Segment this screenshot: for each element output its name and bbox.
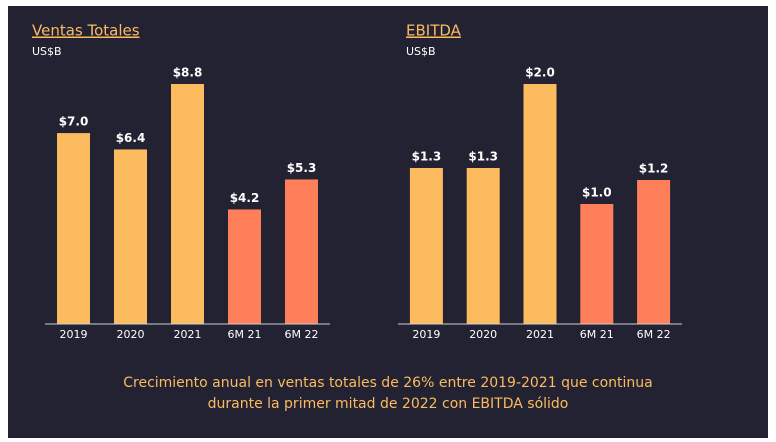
bar [285,179,318,324]
bar [409,168,443,324]
bar [523,84,557,324]
x-tick-label: 6M 22 [637,328,671,341]
value-label: $1.3 [468,150,498,164]
bar [57,133,90,324]
x-tick-label: 2020 [469,328,497,341]
x-tick-label: 2019 [412,328,440,341]
value-label: $1.2 [639,162,669,176]
bar [171,84,204,324]
value-label: $2.0 [525,66,555,80]
bar [580,204,614,324]
caption: durante la primer mitad de 2022 con EBIT… [208,396,569,412]
value-label: $1.0 [582,186,612,200]
x-tick-label: 2021 [174,328,202,341]
value-label: $8.8 [173,66,203,80]
value-label: $1.3 [412,150,442,164]
chart-subtitle: US$B [32,45,62,58]
bar [466,168,500,324]
bar [637,180,671,324]
value-label: $5.3 [287,161,317,175]
chart-title: EBITDA [406,22,462,40]
x-tick-label: 6M 22 [285,328,319,341]
x-tick-label: 2020 [117,328,145,341]
chart-title: Ventas Totales [32,22,140,40]
bar [114,149,147,324]
value-label: $4.2 [230,191,260,205]
x-tick-label: 2019 [60,328,88,341]
value-label: $6.4 [116,131,146,145]
chart-subtitle: US$B [406,45,436,58]
value-label: $7.0 [59,115,89,129]
bar [228,209,261,324]
x-tick-label: 2021 [526,328,554,341]
x-tick-label: 6M 21 [580,328,614,341]
caption: Crecimiento anual en ventas totales de 2… [123,375,653,391]
x-tick-label: 6M 21 [228,328,262,341]
